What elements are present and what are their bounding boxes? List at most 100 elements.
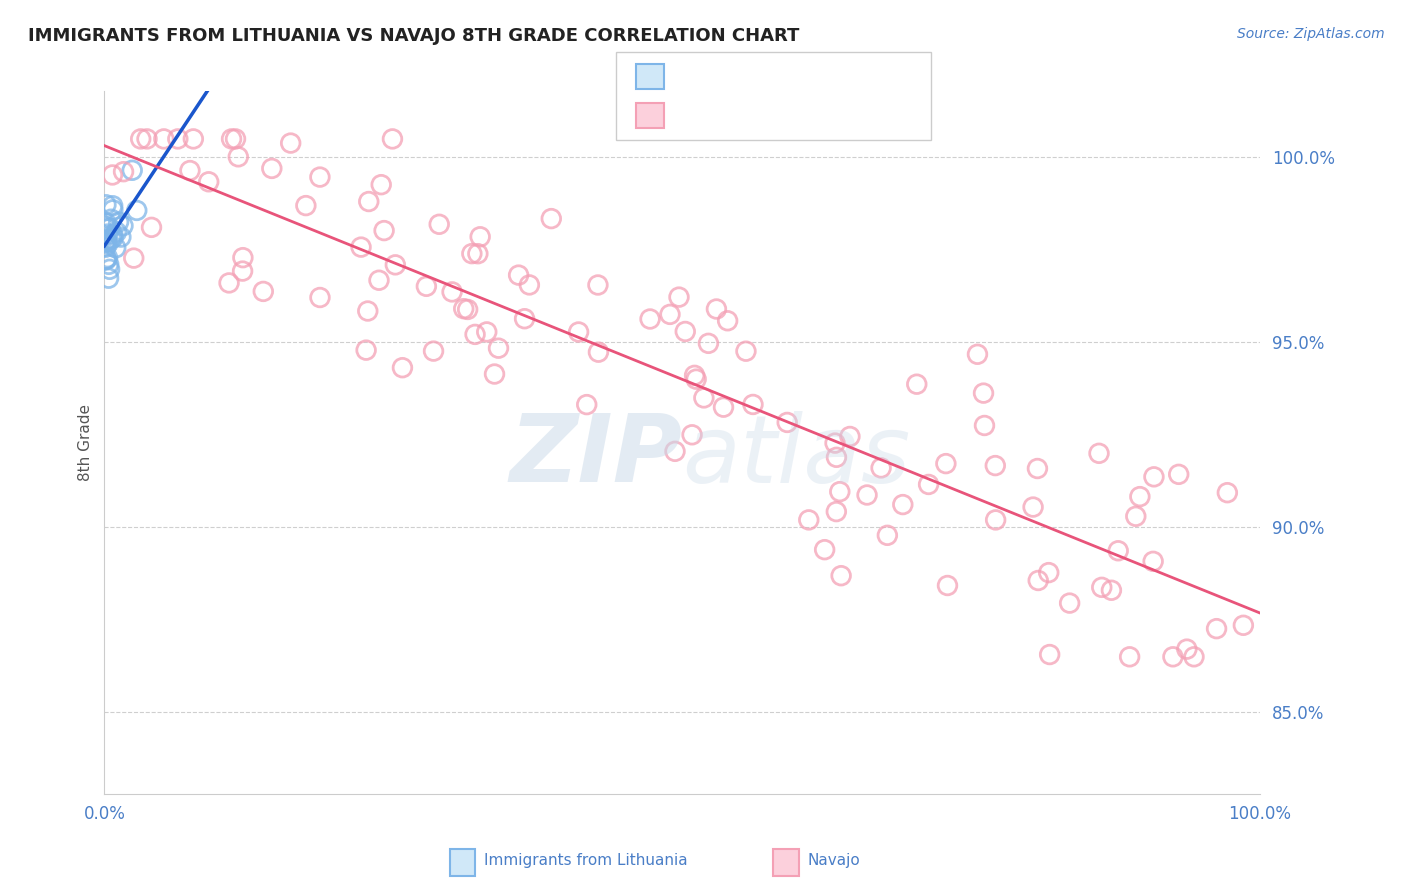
Point bbox=[830, 568, 852, 582]
Point bbox=[935, 457, 957, 471]
Point bbox=[166, 132, 188, 146]
Point bbox=[1026, 461, 1049, 475]
Point bbox=[673, 325, 696, 339]
Point bbox=[101, 230, 124, 244]
Point bbox=[260, 161, 283, 176]
Point bbox=[475, 325, 498, 339]
Point bbox=[1107, 543, 1129, 558]
Point bbox=[415, 279, 437, 293]
Point bbox=[153, 132, 176, 146]
Point bbox=[891, 498, 914, 512]
Point bbox=[575, 398, 598, 412]
Point bbox=[1142, 554, 1164, 568]
Point bbox=[697, 336, 720, 351]
Text: R =  0.454   N = 30: R = 0.454 N = 30 bbox=[675, 68, 865, 86]
Point bbox=[513, 311, 536, 326]
Point bbox=[519, 277, 541, 292]
Point bbox=[370, 178, 392, 192]
Point bbox=[141, 220, 163, 235]
Point bbox=[218, 276, 240, 290]
Point bbox=[1088, 446, 1111, 460]
Point bbox=[373, 224, 395, 238]
Point bbox=[384, 258, 406, 272]
Point bbox=[391, 360, 413, 375]
Point bbox=[110, 230, 132, 244]
Point bbox=[825, 505, 848, 519]
Point bbox=[659, 307, 682, 321]
Point bbox=[742, 397, 765, 411]
Point bbox=[97, 236, 120, 251]
Point bbox=[104, 241, 127, 255]
Point bbox=[295, 198, 318, 212]
Point bbox=[441, 285, 464, 299]
Point bbox=[1205, 622, 1227, 636]
Point bbox=[100, 212, 122, 227]
Point bbox=[668, 290, 690, 304]
Point bbox=[97, 257, 120, 271]
Point bbox=[1167, 467, 1189, 482]
Point bbox=[1026, 574, 1049, 588]
Point bbox=[101, 227, 124, 242]
Point bbox=[309, 170, 332, 185]
Point bbox=[101, 168, 124, 182]
Point bbox=[838, 429, 860, 443]
Point bbox=[1216, 485, 1239, 500]
Point bbox=[96, 235, 118, 249]
Point bbox=[1161, 649, 1184, 664]
Point bbox=[422, 344, 444, 359]
Point bbox=[309, 291, 332, 305]
Point bbox=[232, 264, 254, 278]
Point bbox=[638, 312, 661, 326]
Text: ZIP: ZIP bbox=[509, 410, 682, 502]
Point bbox=[232, 251, 254, 265]
Point bbox=[101, 199, 124, 213]
Point bbox=[112, 164, 135, 178]
Point bbox=[101, 202, 124, 217]
Point bbox=[876, 528, 898, 542]
Point bbox=[870, 461, 893, 475]
Point bbox=[508, 268, 530, 282]
Point bbox=[122, 251, 145, 265]
Point bbox=[1059, 596, 1081, 610]
Text: Source: ZipAtlas.com: Source: ZipAtlas.com bbox=[1237, 27, 1385, 41]
Point bbox=[488, 341, 510, 355]
Point bbox=[252, 285, 274, 299]
Point bbox=[685, 372, 707, 386]
Point bbox=[1129, 490, 1152, 504]
Point bbox=[664, 444, 686, 458]
Point bbox=[973, 418, 995, 433]
Point bbox=[1091, 580, 1114, 594]
Point bbox=[1232, 618, 1254, 632]
Point bbox=[179, 163, 201, 178]
Point bbox=[453, 301, 475, 316]
Point bbox=[111, 219, 134, 233]
Y-axis label: 8th Grade: 8th Grade bbox=[79, 404, 93, 481]
Point bbox=[1038, 566, 1060, 580]
Point bbox=[354, 343, 377, 358]
Point bbox=[825, 450, 848, 465]
Point bbox=[984, 513, 1007, 527]
Point bbox=[717, 314, 740, 328]
Point bbox=[1022, 500, 1045, 514]
Point bbox=[683, 368, 706, 383]
Point bbox=[797, 513, 820, 527]
Point bbox=[966, 347, 988, 361]
Point bbox=[129, 132, 152, 146]
Point bbox=[470, 229, 492, 244]
Point bbox=[96, 233, 118, 247]
Point bbox=[94, 219, 117, 234]
Point bbox=[136, 132, 159, 146]
Point bbox=[225, 132, 247, 146]
Point bbox=[973, 386, 995, 401]
Point bbox=[94, 240, 117, 254]
Point bbox=[735, 344, 758, 359]
Point bbox=[856, 488, 879, 502]
Point bbox=[96, 252, 118, 267]
Point bbox=[94, 198, 117, 212]
Point bbox=[1175, 642, 1198, 657]
Point bbox=[984, 458, 1007, 473]
Point bbox=[357, 194, 380, 209]
Point bbox=[183, 132, 205, 146]
Point bbox=[693, 391, 716, 405]
Point bbox=[98, 262, 121, 277]
